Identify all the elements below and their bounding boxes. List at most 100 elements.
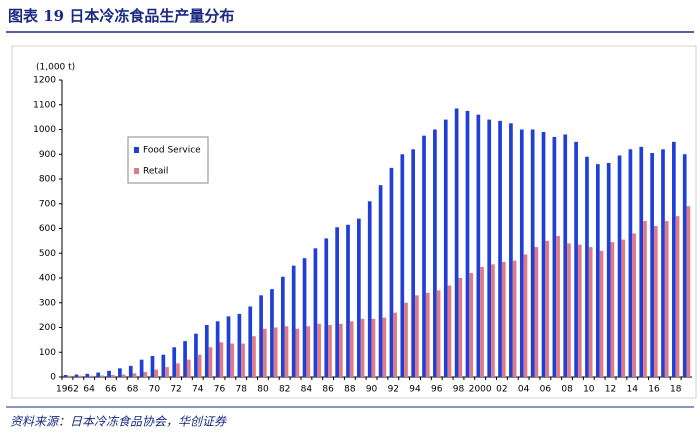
x-tick-label: 78 — [235, 385, 247, 395]
x-tick-label: 74 — [192, 385, 204, 395]
bar — [194, 333, 198, 377]
bar — [436, 290, 441, 377]
x-tick-label: 70 — [149, 385, 161, 395]
y-tick-label: 0 — [50, 373, 56, 383]
bar — [89, 375, 93, 377]
y-tick-label: 1000 — [33, 125, 56, 135]
x-tick-label: 72 — [170, 385, 181, 395]
x-tick-label: 80 — [257, 385, 269, 395]
bar — [621, 239, 626, 377]
bar — [653, 226, 658, 377]
bar — [360, 318, 365, 377]
x-tick-label: 02 — [496, 385, 507, 395]
x-tick-label: 18 — [670, 385, 682, 395]
bar — [107, 370, 111, 377]
legend-box — [127, 136, 209, 184]
bar — [585, 156, 589, 377]
bar — [661, 149, 665, 377]
bar — [284, 326, 289, 377]
bar — [530, 129, 535, 377]
x-tick-label: 04 — [518, 385, 530, 395]
bar — [610, 242, 615, 377]
x-tick-label: 98 — [453, 385, 465, 395]
y-tick-label: 300 — [39, 298, 56, 308]
bar — [313, 248, 318, 377]
x-tick-label: 66 — [105, 385, 117, 395]
bar — [382, 317, 387, 377]
bar — [501, 261, 506, 377]
bar — [378, 185, 383, 377]
bar — [270, 289, 274, 377]
bar — [226, 316, 231, 377]
bar — [443, 119, 448, 377]
bar — [357, 218, 361, 377]
bar — [349, 321, 354, 377]
bar — [552, 136, 557, 377]
x-tick-label: 10 — [583, 385, 595, 395]
bar — [161, 354, 166, 377]
bar — [371, 318, 376, 377]
bar — [425, 292, 430, 377]
bar — [219, 342, 224, 377]
bar — [328, 325, 332, 377]
y-tick-label: 200 — [39, 323, 56, 333]
bar — [96, 372, 101, 377]
bar — [599, 250, 604, 377]
bar — [259, 295, 263, 377]
x-tick-label: 64 — [83, 385, 95, 395]
x-tick-label: 88 — [344, 385, 356, 395]
bar — [317, 323, 321, 377]
bar — [422, 135, 426, 377]
bar — [519, 129, 524, 377]
x-tick-label: 86 — [322, 385, 334, 395]
bar — [545, 240, 550, 377]
bar — [118, 368, 122, 377]
bar — [143, 372, 148, 377]
bar — [617, 155, 622, 377]
bar — [415, 295, 419, 377]
bar — [100, 375, 104, 377]
bar — [132, 373, 137, 377]
y-tick-label: 600 — [39, 224, 56, 234]
bar — [404, 302, 408, 377]
x-tick-label: 76 — [214, 385, 226, 395]
bar — [335, 227, 339, 377]
x-tick-label: 2000 — [469, 385, 492, 395]
y-tick-label: 800 — [39, 175, 56, 185]
bar — [128, 365, 133, 377]
bar — [230, 343, 235, 377]
x-tick-label: 96 — [431, 385, 443, 395]
bar — [487, 119, 492, 377]
bar — [186, 359, 191, 377]
bar — [338, 323, 343, 377]
bar — [295, 328, 300, 377]
bar — [74, 374, 79, 377]
bar — [567, 243, 571, 377]
x-tick-label: 12 — [605, 385, 616, 395]
x-tick-label: 08 — [561, 385, 573, 395]
y-tick-label: 900 — [39, 150, 56, 160]
bar — [280, 276, 285, 377]
bar — [498, 120, 502, 378]
bar — [215, 321, 220, 377]
bar — [346, 224, 350, 377]
bar — [241, 343, 245, 377]
y-tick-label: 1200 — [33, 76, 56, 86]
x-tick-label: 94 — [409, 385, 421, 395]
x-tick-label: 84 — [301, 385, 313, 395]
y-axis-label: (1,000 t) — [36, 63, 75, 73]
bar — [469, 273, 474, 377]
bar — [262, 328, 267, 377]
x-tick-label: 1962 — [56, 385, 79, 395]
bar — [237, 313, 242, 377]
bar — [248, 306, 253, 377]
bar — [563, 134, 568, 377]
legend-swatch — [134, 147, 139, 153]
bar — [150, 355, 155, 377]
bar — [447, 285, 452, 377]
bar — [63, 375, 68, 377]
bar — [367, 201, 372, 377]
bar — [606, 162, 611, 377]
bar — [672, 141, 676, 377]
